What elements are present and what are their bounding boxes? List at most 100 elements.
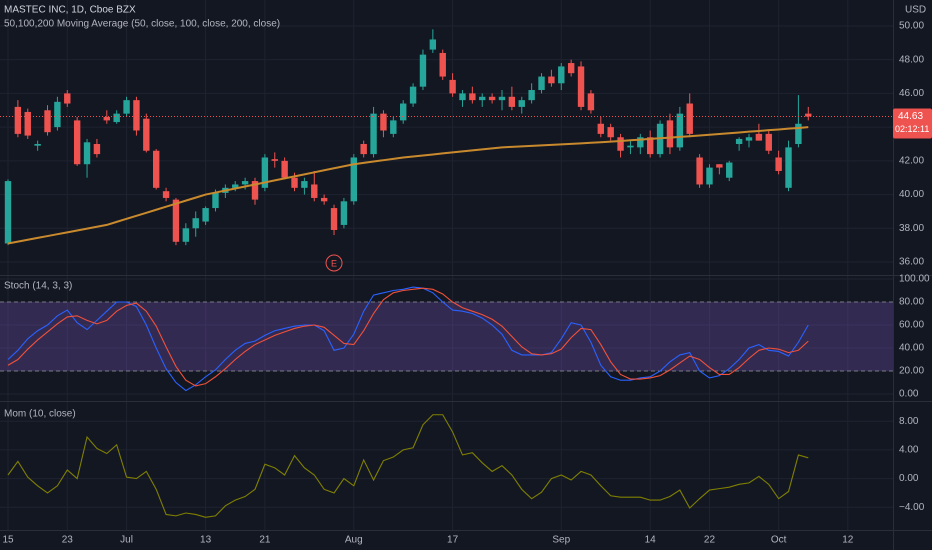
line [7, 414, 809, 518]
candle-body [548, 76, 555, 84]
candle-body [64, 93, 71, 104]
candle-body [716, 164, 723, 168]
candle-body [755, 133, 763, 141]
candle-body [390, 120, 397, 134]
candle-body [192, 218, 199, 229]
y-tick-label: 20.00 [899, 366, 924, 377]
candle-body [528, 90, 535, 101]
candle-body [34, 143, 41, 146]
candle-body [370, 113, 377, 155]
candle-body [785, 147, 792, 188]
x-tick-label: 12 [842, 535, 854, 546]
x-tick-label: 23 [62, 535, 74, 546]
candle-body [133, 100, 140, 131]
candle-body [400, 103, 407, 121]
y-tick-label: 0.00 [899, 389, 919, 400]
candle-body [251, 181, 259, 200]
candle-body [538, 76, 545, 91]
candle-body [449, 79, 456, 94]
candle-body [261, 157, 269, 188]
candle-body [360, 143, 367, 155]
y-tick-label: 38.00 [899, 223, 924, 234]
band [0, 301, 893, 372]
candle-body [696, 157, 703, 185]
grid [0, 0, 893, 530]
candle-body [162, 191, 170, 198]
candle-body [518, 100, 525, 107]
line [7, 287, 809, 387]
x-tick-label: Aug [345, 535, 363, 546]
candle-body [172, 199, 180, 242]
candle-body [419, 54, 427, 87]
candle-body [330, 208, 338, 230]
candle-body [577, 66, 585, 107]
candle-body [439, 52, 446, 77]
candle-body [765, 133, 772, 151]
candle-body [429, 39, 437, 50]
candle-body [380, 113, 387, 131]
y-tick-label: 60.00 [899, 320, 924, 331]
legend-entry: 50,100,200 Moving Average (50, close, 10… [4, 19, 280, 30]
y-tick-label: 40.00 [899, 343, 924, 354]
candle-body [281, 160, 288, 178]
candle-body [143, 118, 150, 151]
x-tick-label: Sep [552, 535, 570, 546]
candle-body [676, 113, 684, 148]
candle-body [202, 208, 209, 222]
candle-body [350, 157, 357, 202]
candle-body [301, 181, 308, 188]
candle-body [340, 201, 348, 225]
y-tick-label: 50.00 [899, 21, 924, 32]
chart-title: MASTEC INC, 1D, Cboe BZX [4, 5, 136, 16]
candle-body [488, 96, 496, 101]
line [7, 126, 809, 245]
candle-body [83, 142, 91, 165]
candle-body [409, 86, 417, 104]
candle-body [587, 93, 595, 111]
candle-body [311, 184, 318, 198]
candle-body [73, 120, 81, 165]
candle-body [212, 192, 219, 209]
candle-body [745, 137, 753, 141]
candle-body [123, 100, 130, 114]
candle-body [24, 111, 31, 136]
candle-body [113, 113, 120, 123]
candle-body [241, 181, 249, 185]
candle-body [666, 120, 674, 148]
x-tick-label: 13 [200, 535, 212, 546]
candle-body [597, 123, 604, 134]
candle-body [706, 167, 713, 185]
candle-body [153, 150, 160, 188]
y-tick-label: 40.00 [899, 189, 924, 200]
line [7, 286, 809, 392]
price-tag-label: 44.63 [898, 111, 923, 122]
candle-body [320, 197, 328, 202]
y-tick-label: 80.00 [899, 297, 924, 308]
candle-body [627, 145, 634, 148]
candle-body [4, 181, 12, 244]
x-tick-label: 14 [645, 535, 657, 546]
pane-title: Mom (10, close) [4, 409, 76, 420]
currency: USD [905, 5, 926, 16]
y-tick-label: 42.00 [899, 155, 924, 166]
candle-body [271, 159, 278, 161]
y-tick-label: 36.00 [899, 257, 924, 268]
candle-body [479, 96, 486, 101]
candle-body [795, 123, 802, 144]
candle-body [14, 106, 22, 134]
candle-body [637, 137, 644, 148]
y-tick-label: 48.00 [899, 54, 924, 65]
x-tick-label: Jul [120, 535, 133, 546]
x-tick-label: 17 [447, 535, 459, 546]
candle-body [686, 103, 693, 134]
event-marker [325, 254, 343, 272]
candle-body [469, 93, 476, 101]
y-tick-label: −4.00 [899, 502, 925, 513]
price-tag [893, 108, 932, 139]
pane-title: Stoch (14, 3, 3) [4, 281, 72, 292]
candle-body [558, 66, 565, 84]
x-tick-label: 15 [2, 535, 14, 546]
candle-body [607, 127, 614, 138]
y-tick-label: 8.00 [899, 416, 919, 427]
